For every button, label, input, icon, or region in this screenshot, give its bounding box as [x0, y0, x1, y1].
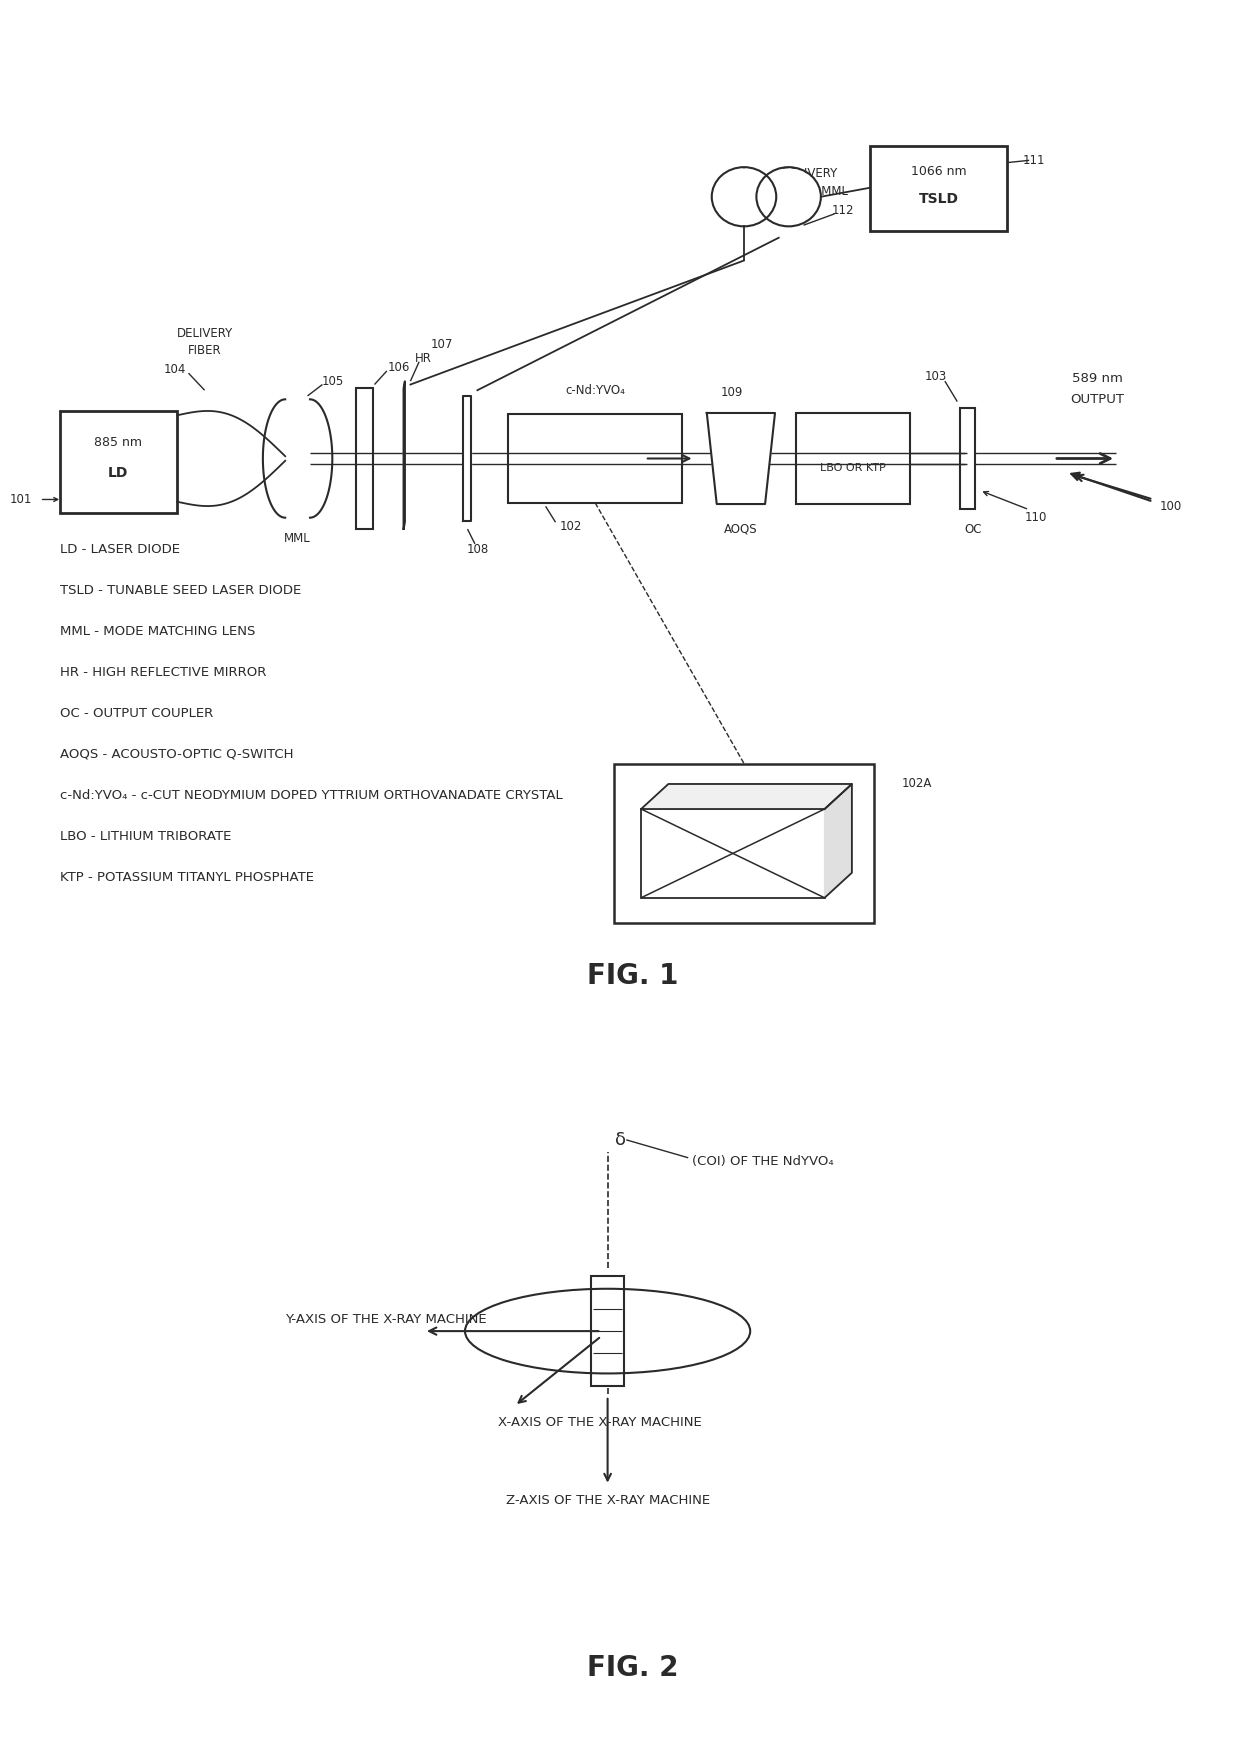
Text: 112: 112 [832, 203, 854, 217]
Text: 109: 109 [720, 386, 743, 400]
Polygon shape [403, 382, 405, 528]
Text: HR - HIGH REFLECTIVE MIRROR: HR - HIGH REFLECTIVE MIRROR [60, 665, 265, 679]
Text: MML - MODE MATCHING LENS: MML - MODE MATCHING LENS [60, 625, 255, 637]
Text: X-AXIS OF THE X-RAY MACHINE: X-AXIS OF THE X-RAY MACHINE [498, 1416, 702, 1430]
FancyBboxPatch shape [960, 408, 975, 509]
Polygon shape [707, 413, 775, 504]
Text: 111: 111 [1023, 155, 1045, 167]
Text: KTP - POTASSIUM TITANYL PHOSPHATE: KTP - POTASSIUM TITANYL PHOSPHATE [60, 870, 314, 884]
Text: OUTPUT: OUTPUT [1070, 393, 1125, 406]
Text: FIG. 1: FIG. 1 [587, 962, 678, 990]
Text: c-Nd:YVO₄: c-Nd:YVO₄ [565, 384, 625, 396]
Text: MML: MML [284, 532, 311, 545]
Text: DELIVERY: DELIVERY [781, 167, 838, 181]
Text: FIG. 2: FIG. 2 [587, 1654, 678, 1681]
Text: OC - OUTPUT COUPLER: OC - OUTPUT COUPLER [60, 707, 213, 719]
Text: LD - LASER DIODE: LD - LASER DIODE [60, 544, 180, 556]
Text: 103: 103 [925, 370, 947, 384]
Text: 108: 108 [466, 544, 489, 556]
Text: AOQS: AOQS [723, 523, 758, 535]
Text: 106: 106 [388, 361, 410, 373]
Circle shape [758, 168, 820, 226]
Text: (COI) OF THE NdYVO₄: (COI) OF THE NdYVO₄ [692, 1155, 833, 1169]
Text: LD: LD [108, 466, 129, 481]
Text: FIBER & MML: FIBER & MML [771, 184, 848, 198]
Text: 105: 105 [321, 375, 343, 387]
Polygon shape [825, 783, 852, 898]
Text: TSLD - TUNABLE SEED LASER DIODE: TSLD - TUNABLE SEED LASER DIODE [60, 584, 301, 598]
Text: HR: HR [414, 353, 432, 365]
Text: 589 nm: 589 nm [1071, 372, 1123, 386]
FancyBboxPatch shape [614, 764, 874, 922]
FancyBboxPatch shape [641, 809, 825, 898]
Text: AOQS - ACOUSTO-OPTIC Q-SWITCH: AOQS - ACOUSTO-OPTIC Q-SWITCH [60, 749, 293, 761]
Text: Y-AXIS OF THE X-RAY MACHINE: Y-AXIS OF THE X-RAY MACHINE [285, 1313, 487, 1325]
FancyBboxPatch shape [870, 146, 1007, 231]
FancyBboxPatch shape [356, 387, 373, 530]
Text: FIBER: FIBER [187, 344, 222, 356]
Text: Z-AXIS OF THE X-RAY MACHINE: Z-AXIS OF THE X-RAY MACHINE [506, 1494, 709, 1508]
Text: OC: OC [965, 523, 982, 535]
Text: TSLD: TSLD [919, 193, 959, 207]
Polygon shape [641, 783, 852, 809]
Text: DELIVERY: DELIVERY [176, 327, 233, 340]
Text: 102A: 102A [901, 778, 931, 790]
Circle shape [713, 168, 775, 226]
Text: LBO - LITHIUM TRIBORATE: LBO - LITHIUM TRIBORATE [60, 830, 231, 842]
FancyBboxPatch shape [796, 413, 910, 504]
Text: 104: 104 [164, 363, 186, 377]
FancyBboxPatch shape [508, 413, 682, 504]
Text: 1066 nm: 1066 nm [911, 165, 966, 179]
FancyBboxPatch shape [591, 1277, 624, 1386]
Text: δ: δ [615, 1131, 626, 1148]
Text: 107: 107 [430, 339, 453, 351]
Text: 102: 102 [559, 521, 582, 533]
FancyBboxPatch shape [60, 410, 177, 512]
Text: 101: 101 [10, 493, 32, 505]
Text: 110: 110 [1024, 511, 1047, 525]
Text: LBO OR KTP: LBO OR KTP [820, 462, 887, 472]
Polygon shape [463, 396, 471, 521]
Text: 885 nm: 885 nm [94, 436, 143, 450]
Text: c-Nd:YVO₄ - c-CUT NEODYMIUM DOPED YTTRIUM ORTHOVANADATE CRYSTAL: c-Nd:YVO₄ - c-CUT NEODYMIUM DOPED YTTRIU… [60, 789, 562, 802]
Text: 100: 100 [1159, 500, 1182, 512]
